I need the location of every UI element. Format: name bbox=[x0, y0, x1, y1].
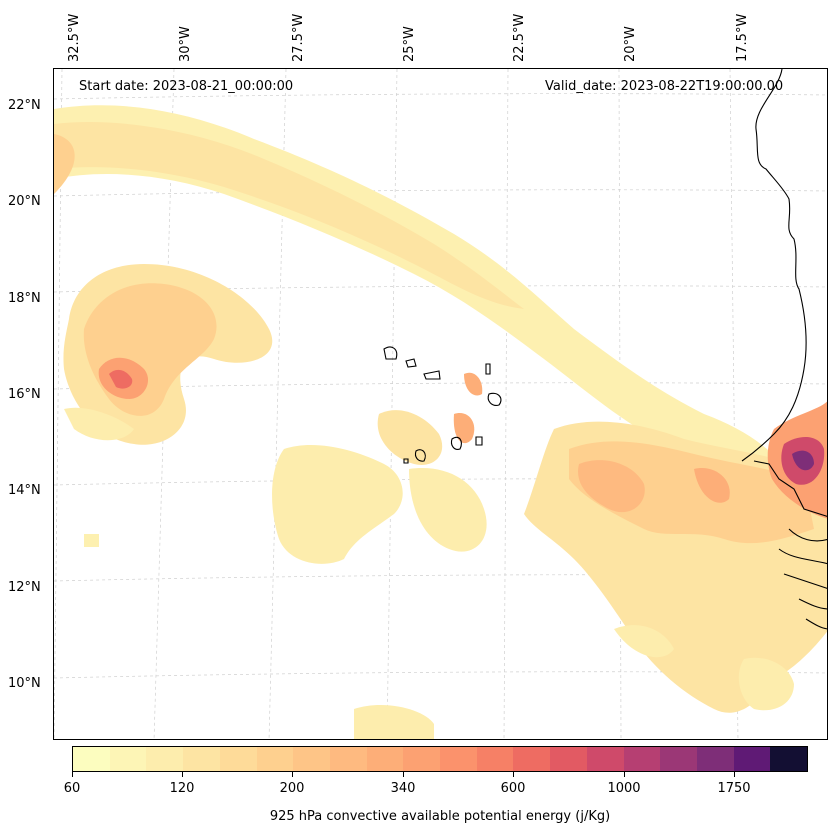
colorbar-segment-3 bbox=[183, 747, 220, 771]
colorbar-segment-9 bbox=[403, 747, 441, 771]
lon-label-32-5w: 32.5°W bbox=[67, 13, 82, 62]
guinea-bissau-coastline bbox=[778, 528, 827, 630]
lat-label-14n: 14°N bbox=[8, 483, 41, 498]
colorbar-segment-19 bbox=[770, 747, 808, 771]
colorbar-segment-10 bbox=[440, 747, 477, 771]
gambia-coastline bbox=[753, 460, 827, 517]
fogo-island bbox=[414, 449, 426, 462]
sao-nicolau-island bbox=[423, 370, 441, 380]
lat-label-22n: 22°N bbox=[8, 98, 41, 113]
colorbar-label-1750: 1750 bbox=[717, 781, 751, 796]
start-date-label: Start date: 2023-08-21_00:00:00 bbox=[79, 79, 294, 94]
lat-label-10n: 10°N bbox=[8, 676, 41, 691]
colorbar-segment-15 bbox=[623, 747, 661, 771]
map-panel bbox=[53, 68, 828, 740]
west-africa-coastline bbox=[741, 69, 807, 462]
colorbar-segment-16 bbox=[660, 747, 697, 771]
colorbar-label-200: 200 bbox=[279, 781, 305, 796]
colorbar-segment-2 bbox=[146, 747, 184, 771]
lon-label-27-5w: 27.5°W bbox=[291, 13, 306, 62]
sao-vicente-island bbox=[405, 358, 417, 368]
lon-label-17-5w: 17.5°W bbox=[735, 13, 750, 62]
lon-label-30w: 30°W bbox=[178, 26, 193, 62]
colorbar-tick bbox=[403, 772, 404, 777]
colorbar-tick bbox=[513, 772, 514, 777]
colorbar-tick bbox=[72, 772, 73, 777]
boa-vista-island bbox=[487, 392, 502, 406]
colorbar-segment-1 bbox=[109, 747, 147, 771]
colorbar-label-60: 60 bbox=[63, 781, 81, 796]
valid-date-label: Valid_date: 2023-08-22T19:00:00.00 bbox=[545, 79, 784, 94]
colorbar-tick bbox=[624, 772, 625, 777]
colorbar-title: 925 hPa convective available potential e… bbox=[269, 809, 611, 824]
colorbar-segment-6 bbox=[293, 747, 330, 771]
colorbar-label-120: 120 bbox=[169, 781, 195, 796]
colorbar-segment-8 bbox=[366, 747, 404, 771]
colorbar-segment-7 bbox=[329, 747, 367, 771]
santo-antao-island bbox=[383, 346, 398, 360]
santiago-island bbox=[450, 436, 462, 450]
colorbar-segment-18 bbox=[733, 747, 771, 771]
colorbar-segment-5 bbox=[256, 747, 294, 771]
colorbar-segment-0 bbox=[73, 747, 110, 771]
colorbar-segment-13 bbox=[550, 747, 587, 771]
cape-shading bbox=[54, 105, 827, 739]
colorbar-segment-17 bbox=[696, 747, 734, 771]
brava-island bbox=[403, 458, 409, 464]
colorbar-segment-14 bbox=[586, 747, 624, 771]
coastlines bbox=[383, 69, 827, 630]
colorbar-tick bbox=[734, 772, 735, 777]
lat-label-12n: 12°N bbox=[8, 580, 41, 595]
colorbar-label-1000: 1000 bbox=[607, 781, 641, 796]
lon-label-20w: 20°W bbox=[623, 26, 638, 62]
sal-island bbox=[485, 363, 491, 375]
maio-island bbox=[475, 436, 483, 446]
lat-label-20n: 20°N bbox=[8, 194, 41, 209]
lat-label-18n: 18°N bbox=[8, 291, 41, 306]
colorbar-segment-4 bbox=[219, 747, 257, 771]
colorbar-label-340: 340 bbox=[390, 781, 416, 796]
colorbar-tick bbox=[292, 772, 293, 777]
colorbar-segment-11 bbox=[476, 747, 514, 771]
colorbar bbox=[72, 746, 808, 772]
cape-field-map bbox=[54, 69, 827, 739]
lon-label-22-5w: 22.5°W bbox=[512, 13, 527, 62]
lat-label-16n: 16°N bbox=[8, 387, 41, 402]
colorbar-segment-12 bbox=[513, 747, 551, 771]
lon-label-25w: 25°W bbox=[402, 26, 417, 62]
colorbar-tick bbox=[182, 772, 183, 777]
colorbar-label-600: 600 bbox=[500, 781, 526, 796]
